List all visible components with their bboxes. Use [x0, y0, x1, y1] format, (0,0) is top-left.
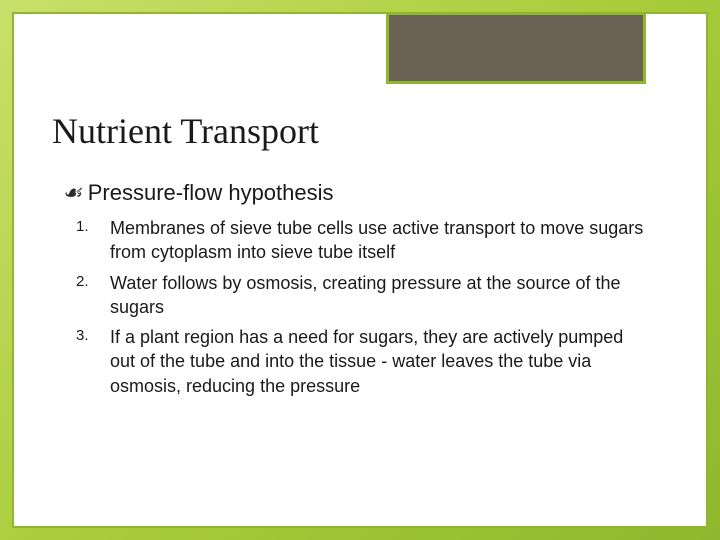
list-text: Water follows by osmosis, creating press…: [110, 271, 646, 320]
slide-card: Nutrient Transport ☙ Pressure-flow hypot…: [12, 12, 708, 528]
list-text: If a plant region has a need for sugars,…: [110, 325, 646, 398]
list-text: Membranes of sieve tube cells use active…: [110, 216, 646, 265]
list-number: 1.: [76, 216, 110, 235]
subheading-text: Pressure-flow hypothesis: [88, 180, 334, 206]
list-number: 3.: [76, 325, 110, 344]
list-item: 2. Water follows by osmosis, creating pr…: [76, 271, 646, 320]
subheading: ☙ Pressure-flow hypothesis: [62, 180, 334, 206]
numbered-list: 1. Membranes of sieve tube cells use act…: [76, 216, 646, 404]
slide-title: Nutrient Transport: [52, 110, 319, 152]
header-accent-box: [386, 12, 646, 84]
list-item: 3. If a plant region has a need for suga…: [76, 325, 646, 398]
flourish-icon: ☙: [62, 180, 82, 206]
list-number: 2.: [76, 271, 110, 290]
list-item: 1. Membranes of sieve tube cells use act…: [76, 216, 646, 265]
